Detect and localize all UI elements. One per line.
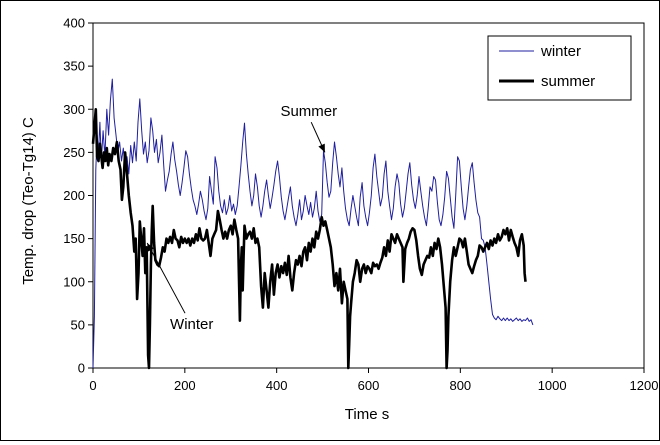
y-tick-label: 0: [78, 361, 85, 376]
legend: winter summer: [487, 35, 632, 101]
y-axis-label: Temp. drop (Teo-Tg14) C: [20, 117, 37, 285]
annotation-arrowhead: [147, 242, 155, 252]
y-axis: 0 50 100 150 200 250 300 350 400: [63, 16, 93, 376]
x-tick-label: 600: [358, 378, 380, 393]
x-tick-label: 1000: [538, 378, 567, 393]
x-tick-label: 400: [266, 378, 288, 393]
series-layer: [91, 78, 534, 370]
y-tick-label: 50: [71, 317, 85, 332]
y-tick-label: 300: [63, 102, 85, 117]
x-tick-label: 200: [174, 378, 196, 393]
legend-label-winter: winter: [540, 43, 581, 60]
y-tick-label: 200: [63, 188, 85, 203]
x-tick-label: 0: [89, 378, 96, 393]
x-axis: 0 200 400 600 800 1000 1200: [89, 368, 658, 393]
annotation-arrow-line: [146, 242, 186, 314]
x-tick-label: 1200: [630, 378, 659, 393]
legend-label-summer: summer: [541, 73, 595, 90]
annotation-label: Winter: [170, 316, 213, 333]
series-line-summer: [91, 108, 527, 370]
y-tick-label: 350: [63, 59, 85, 74]
legend-box: [487, 35, 632, 101]
x-axis-label: Time s: [345, 406, 389, 423]
y-tick-label: 150: [63, 231, 85, 246]
y-tick-label: 100: [63, 274, 85, 289]
annotation-arrowhead: [318, 143, 325, 153]
annotation-label: Summer: [280, 103, 337, 120]
annotation-layer: Summer Winter: [146, 103, 337, 333]
y-tick-label: 250: [63, 145, 85, 160]
x-tick-label: 800: [449, 378, 471, 393]
series-line-winter: [92, 78, 534, 369]
y-tick-label: 400: [63, 16, 85, 31]
